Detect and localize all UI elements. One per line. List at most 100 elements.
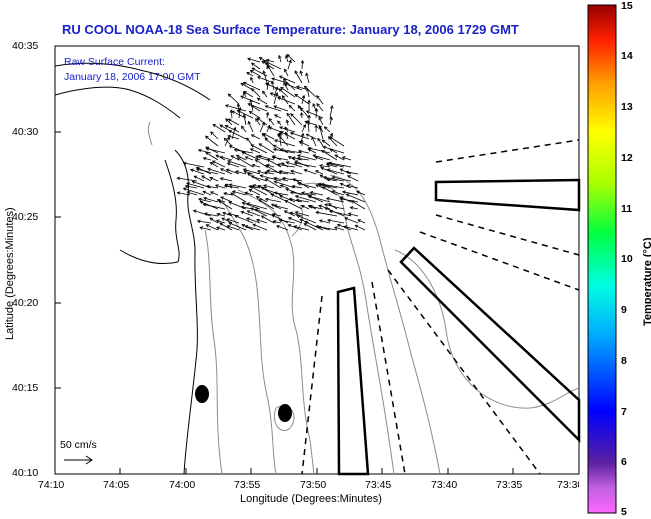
current-vector [247, 103, 268, 112]
current-vector-head [343, 225, 348, 229]
current-vector [263, 60, 282, 70]
x-tick-label: 74:05 [103, 479, 130, 491]
current-vector-head [302, 123, 306, 128]
current-vector [216, 227, 226, 231]
current-vector [247, 210, 261, 217]
current-vector [268, 118, 275, 126]
current-vector-head [246, 210, 251, 214]
current-vector-head [216, 226, 220, 230]
current-vector [290, 132, 310, 140]
current-vector [271, 81, 275, 91]
current-vector-head [264, 137, 269, 142]
current-vector [272, 213, 282, 217]
current-vector-head [197, 148, 202, 153]
current-vector [329, 105, 333, 119]
current-vector-head [228, 183, 233, 187]
x-tick-label: 73:35 [496, 479, 523, 491]
current-vector-head [279, 131, 284, 135]
current-vector [250, 186, 268, 196]
current-vector-head [316, 102, 320, 107]
current-vectors [176, 54, 366, 231]
current-vector [284, 69, 289, 77]
current-vector [255, 208, 275, 217]
current-vector [274, 139, 296, 147]
track-dash-6 [301, 295, 323, 475]
current-vector [301, 112, 303, 119]
current-vector-head [241, 151, 246, 155]
current-vector [210, 191, 219, 196]
current-vector [272, 156, 289, 161]
x-tick-label: 73:30 [557, 479, 579, 491]
current-vector [209, 217, 219, 224]
x-tick-label: 73:50 [300, 479, 327, 491]
map-title: RU COOL NOAA-18 Sea Surface Temperature:… [62, 22, 519, 37]
current-vector-head [345, 170, 350, 175]
current-vector [271, 203, 282, 210]
coast-upper [55, 62, 211, 101]
current-vector-head [209, 191, 214, 195]
contour-9 [147, 121, 153, 146]
current-vector-head [279, 184, 284, 188]
current-vector-head [196, 219, 201, 224]
current-vector [301, 124, 306, 133]
current-vector-head [205, 184, 210, 189]
current-vector-head [278, 218, 283, 223]
current-vector-head [269, 92, 274, 96]
current-vector-head [246, 137, 250, 141]
current-vector [246, 203, 268, 210]
colorbar-tick: 13 [621, 101, 633, 113]
current-vector [251, 62, 261, 70]
current-vector [227, 225, 240, 231]
current-vector-head [195, 167, 200, 172]
current-vector-head [219, 168, 224, 172]
current-vector-head [318, 164, 323, 168]
current-vector-head [182, 187, 187, 191]
current-vector-head [252, 223, 257, 227]
current-vector [347, 175, 359, 182]
current-vector [274, 192, 289, 196]
current-vector-head [291, 156, 296, 160]
current-vector-head [301, 94, 306, 99]
current-vector [277, 120, 282, 126]
current-vector-head [184, 184, 189, 189]
stations [195, 385, 292, 422]
current-vector-head [211, 160, 216, 164]
current-vector [262, 90, 268, 98]
current-vector [207, 168, 226, 175]
current-vector-head [273, 180, 278, 184]
current-vector-head [256, 76, 261, 80]
current-vector-head [300, 204, 305, 209]
current-vector [257, 170, 268, 175]
current-vector [228, 130, 247, 140]
current-vector [256, 196, 268, 203]
current-vector-head [255, 155, 259, 159]
current-vector-head [325, 197, 330, 201]
track-dash-3 [435, 214, 580, 256]
current-vector [327, 219, 345, 224]
current-vector [210, 162, 219, 168]
current-vector-head [290, 113, 294, 117]
current-vector-head [318, 116, 322, 121]
current-vector [249, 111, 261, 119]
current-vector-head [244, 224, 249, 229]
current-vector-head [296, 156, 301, 161]
current-vector [294, 94, 310, 105]
current-vector-head [297, 149, 302, 154]
current-vector-head [241, 224, 246, 228]
current-vector-head [344, 217, 349, 221]
current-vector-head [270, 203, 275, 207]
current-vector [241, 151, 261, 161]
current-vector-head [212, 123, 217, 128]
current-vector-head [274, 92, 279, 96]
current-vector-head [341, 190, 346, 194]
current-vector [209, 177, 219, 182]
contour-2 [221, 199, 277, 474]
current-vector [329, 162, 352, 168]
current-vector [346, 193, 366, 203]
current-vector-head [321, 139, 326, 143]
contour-1 [204, 229, 223, 474]
current-vector-head [277, 120, 281, 124]
current-vector [263, 133, 275, 140]
current-vector [205, 135, 219, 147]
